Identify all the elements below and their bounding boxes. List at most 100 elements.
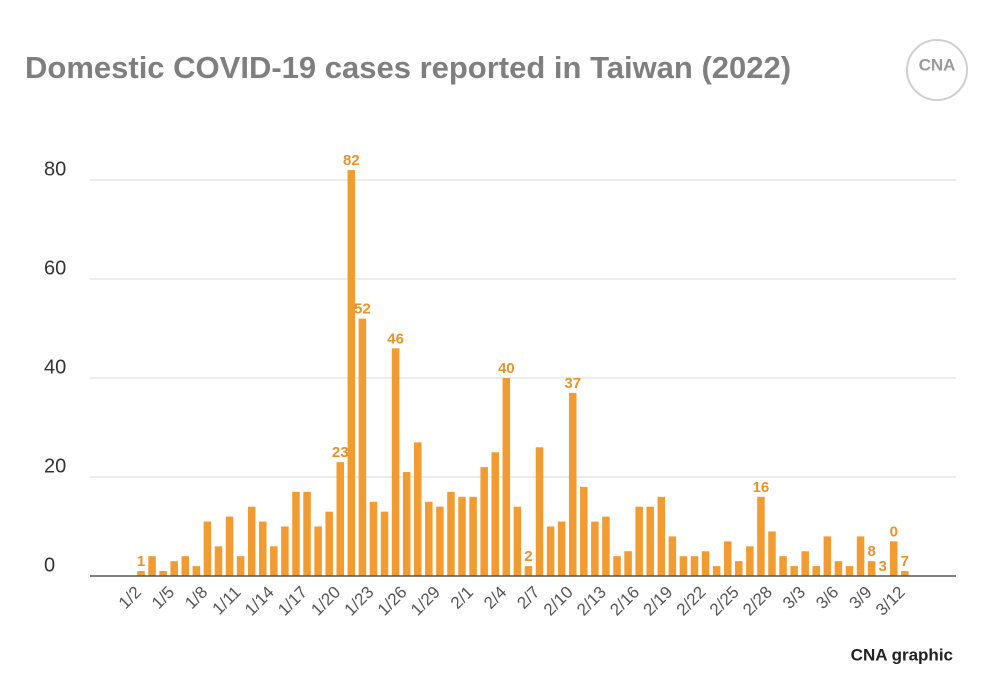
bar [502,378,511,576]
bar [591,521,599,576]
bar [546,526,555,576]
bar [690,556,699,576]
bar [236,556,245,576]
bar [292,491,300,576]
bar [458,496,466,576]
bar [469,496,477,576]
x-tick-label: 1/29 [407,583,444,620]
y-tick-label: 60 [44,257,66,279]
bar [281,526,289,576]
bar [602,516,610,576]
bar [856,536,865,576]
bar [491,452,499,576]
bar [867,561,876,576]
bar [336,462,345,576]
bar [214,546,223,576]
value-label: 82 [343,152,360,169]
value-label: 2 [524,548,532,565]
bar [635,506,643,576]
bar [447,491,455,576]
x-tick-label: 1/2 [115,583,145,613]
x-tick-label: 2/10 [540,583,577,620]
bar [735,561,743,576]
x-tick-label: 3/6 [812,583,842,613]
bar [901,571,909,576]
bar [402,472,411,576]
bar [425,501,433,576]
value-label: 1 [137,553,145,570]
bar [170,561,178,576]
bar [480,467,488,576]
logo-ring [906,39,968,101]
bar [347,170,356,576]
bar [137,571,145,576]
bar [580,486,588,576]
bar [414,442,422,576]
logo-text: CNA [919,55,956,74]
bar [812,566,821,576]
x-tick-label: 2/16 [606,583,643,620]
value-label: 8 [867,543,875,560]
value-label: 3 [879,558,887,575]
bar [801,551,809,576]
bar [712,566,721,576]
bar [436,506,444,576]
bar [192,566,201,576]
bar [247,506,256,576]
bar [668,536,677,576]
value-label: 16 [753,479,770,496]
chart-title: Domestic COVID-19 cases reported in Taiw… [25,50,791,85]
value-label: 46 [387,330,404,347]
x-tick-label: 2/22 [673,583,710,620]
bar [834,561,843,576]
bar [303,491,311,576]
bar [624,551,632,576]
x-tick-label: 2/13 [573,583,610,620]
bar [225,516,234,576]
x-tick-label: 1/17 [274,583,311,620]
x-tick-label: 1/26 [374,583,411,620]
value-label: 40 [498,360,515,377]
bar [779,556,787,576]
bar [746,546,754,576]
bar [314,526,322,576]
x-tick-label: 3/9 [845,583,875,613]
x-tick-label: 2/7 [513,583,543,613]
bar [679,556,688,576]
bar [646,506,654,576]
x-tick-label: 2/28 [739,583,776,620]
bar [159,571,167,576]
x-tick-label: 1/14 [241,583,278,620]
bar [535,447,544,576]
bar [181,556,190,576]
bar [557,521,566,576]
bar [823,536,832,576]
y-tick-label: 0 [44,554,55,576]
bar [790,566,798,576]
bar [723,541,732,576]
bar [513,506,522,576]
bar [890,541,898,576]
x-tick-label: 1/20 [307,583,344,620]
y-tick-label: 20 [44,455,66,477]
bar [757,496,765,576]
x-tick-label: 1/5 [148,583,178,613]
bar [657,496,666,576]
bar [148,556,156,576]
x-tick-label: 1/23 [341,583,378,620]
value-label: 37 [564,375,581,392]
logo: CNA [906,39,968,101]
bar [270,546,278,576]
bar [768,531,776,576]
bar [391,348,400,576]
source-note: CNA graphic [851,645,953,664]
x-tick-label: 1/11 [209,583,245,619]
x-tick-label: 2/1 [447,583,477,613]
y-tick-label: 80 [44,158,66,180]
x-tick-label: 1/8 [181,583,211,613]
value-label: 0 [890,523,898,540]
bar [259,521,267,576]
x-tick-label: 2/25 [706,583,743,620]
value-label: 23 [332,444,349,461]
